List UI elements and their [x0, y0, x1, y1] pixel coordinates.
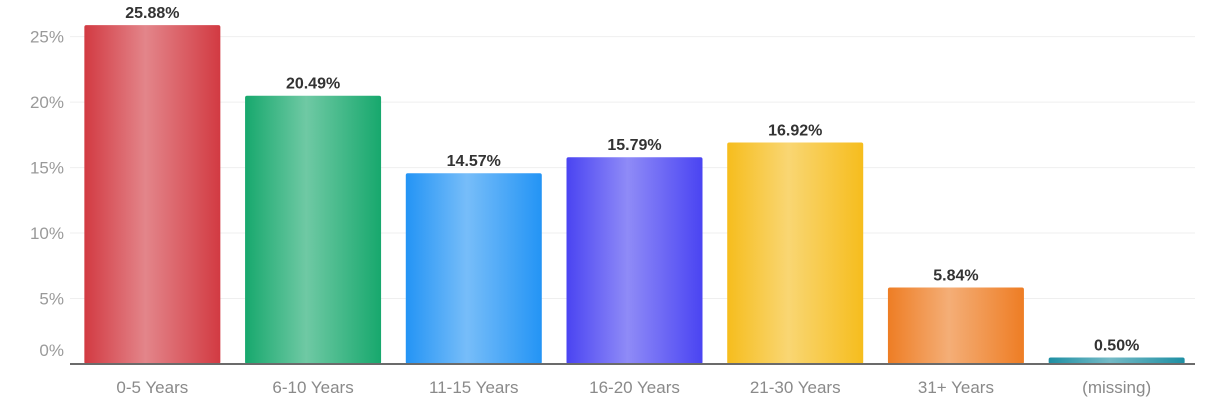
data-label: 5.84% [933, 268, 978, 285]
data-label: 14.57% [447, 153, 501, 170]
data-labels: 25.88% 20.49% 14.57% 15.79% 16.92% 5.84% 0.50% [125, 5, 1139, 354]
x-tick-label: 31+ Years [918, 378, 994, 397]
data-label: 20.49% [286, 76, 340, 93]
bar [245, 95, 382, 364]
x-tick-label: 21-30 Years [750, 378, 841, 397]
y-tick-label: 0% [39, 341, 64, 360]
data-label: 25.88% [125, 5, 179, 22]
y-tick-label: 20% [30, 93, 64, 112]
y-axis-ticks: 0% 5% 10% 15% 20% 25% [30, 28, 64, 360]
data-label: 15.79% [607, 137, 661, 154]
y-tick-label: 5% [39, 290, 64, 309]
bar [1048, 357, 1185, 364]
bar [405, 173, 542, 364]
bar [566, 157, 703, 364]
x-tick-label: 11-15 Years [429, 378, 518, 397]
bar [84, 25, 221, 364]
y-tick-label: 25% [30, 28, 64, 47]
bars [84, 25, 1185, 364]
x-tick-label: (missing) [1082, 378, 1151, 397]
data-label: 16.92% [768, 122, 822, 139]
x-axis-labels: 0-5 Years 6-10 Years 11-15 Years 16-20 Year… [116, 378, 1151, 397]
x-tick-label: 6-10 Years [272, 378, 353, 397]
y-tick-label: 15% [30, 159, 64, 178]
data-label: 0.50% [1094, 337, 1139, 354]
bar [727, 142, 864, 364]
bar [887, 287, 1024, 364]
y-tick-label: 10% [30, 224, 64, 243]
x-tick-label: 16-20 Years [589, 378, 680, 397]
x-tick-label: 0-5 Years [116, 378, 188, 397]
